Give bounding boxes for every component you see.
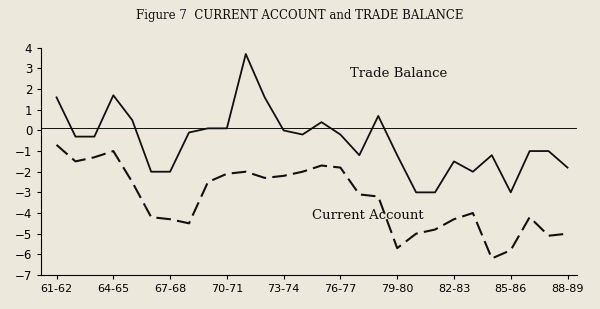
- Text: Current Account: Current Account: [312, 209, 424, 222]
- Text: Trade Balance: Trade Balance: [350, 67, 447, 80]
- Text: Figure 7  CURRENT ACCOUNT and TRADE BALANCE: Figure 7 CURRENT ACCOUNT and TRADE BALAN…: [136, 9, 464, 22]
